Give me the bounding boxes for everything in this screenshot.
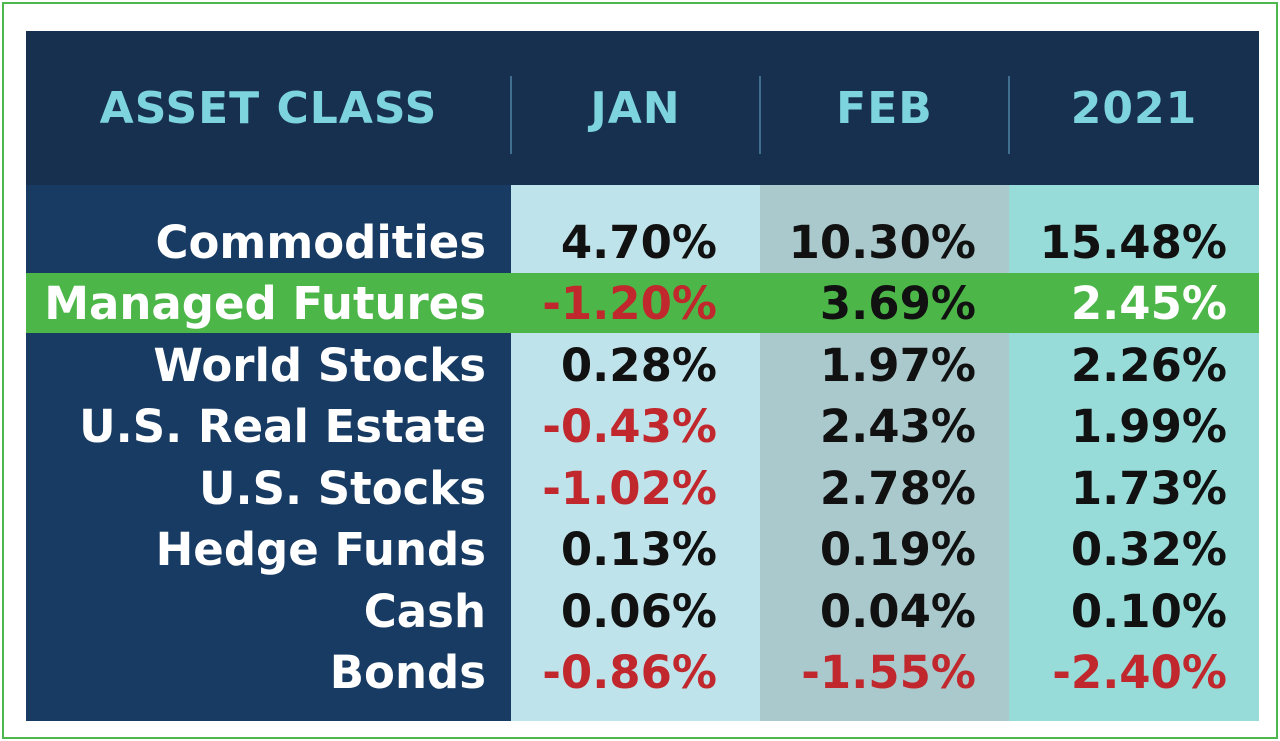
feb-value: 0.04% xyxy=(819,584,976,638)
header-2021: 2021 xyxy=(1070,82,1198,134)
jan-value: 0.06% xyxy=(560,584,717,638)
header-divider xyxy=(759,76,761,154)
feb-value: 2.43% xyxy=(819,400,976,453)
ytd-value: 15.48% xyxy=(1039,215,1227,269)
table-row: Cash 0.06% 0.04% 0.10% xyxy=(26,580,1259,642)
jan-value: 0.13% xyxy=(560,523,717,576)
feb-value: 1.97% xyxy=(819,338,976,392)
asset-class-label: Cash xyxy=(363,584,486,638)
asset-class-label: Managed Futures xyxy=(44,277,486,330)
table-row: Hedge Funds 0.13% 0.19% 0.32% xyxy=(26,519,1259,581)
header-asset-class: ASSET CLASS xyxy=(99,82,438,134)
header-divider xyxy=(1008,76,1010,154)
ytd-value: 0.32% xyxy=(1070,523,1227,576)
feb-value: 0.19% xyxy=(819,523,976,576)
returns-table: ASSET CLASS JAN FEB 2021 Commodities 4.70… xyxy=(26,31,1259,721)
ytd-value: -2.40% xyxy=(1052,646,1227,699)
table-row: Managed Futures -1.20% 3.69% 2.45% xyxy=(26,273,1259,335)
header-feb: FEB xyxy=(836,82,933,134)
ytd-value: 1.73% xyxy=(1070,461,1227,515)
asset-class-label: Commodities xyxy=(155,215,486,269)
asset-class-label: World Stocks xyxy=(153,338,486,392)
table-header: ASSET CLASS JAN FEB 2021 xyxy=(26,31,1259,185)
header-jan: JAN xyxy=(590,82,681,134)
table-row: World Stocks 0.28% 1.97% 2.26% xyxy=(26,334,1259,396)
jan-value: -0.86% xyxy=(542,646,717,699)
jan-value: -1.20% xyxy=(542,277,717,330)
jan-value: -0.43% xyxy=(542,400,717,453)
highlighted-row-band xyxy=(26,273,1259,333)
ytd-value: 1.99% xyxy=(1070,400,1227,453)
table-row: U.S. Stocks -1.02% 2.78% 1.73% xyxy=(26,457,1259,519)
header-divider xyxy=(510,76,512,154)
ytd-value: 2.26% xyxy=(1070,338,1227,392)
ytd-value: 0.10% xyxy=(1070,584,1227,638)
table-row: Commodities 4.70% 10.30% 15.48% xyxy=(26,211,1259,273)
jan-value: -1.02% xyxy=(542,461,717,515)
asset-class-label: U.S. Stocks xyxy=(198,461,486,515)
asset-class-label: Bonds xyxy=(329,646,486,699)
feb-value: -1.55% xyxy=(801,646,976,699)
asset-class-label: Hedge Funds xyxy=(155,523,486,576)
jan-value: 0.28% xyxy=(560,338,717,392)
asset-class-label: U.S. Real Estate xyxy=(79,400,486,453)
ytd-value: 2.45% xyxy=(1070,277,1227,330)
feb-value: 3.69% xyxy=(819,277,976,330)
jan-value: 4.70% xyxy=(560,215,717,269)
feb-value: 2.78% xyxy=(819,461,976,515)
table-row: U.S. Real Estate -0.43% 2.43% 1.99% xyxy=(26,396,1259,458)
feb-value: 10.30% xyxy=(788,215,976,269)
table-row: Bonds -0.86% -1.55% -2.40% xyxy=(26,642,1259,704)
